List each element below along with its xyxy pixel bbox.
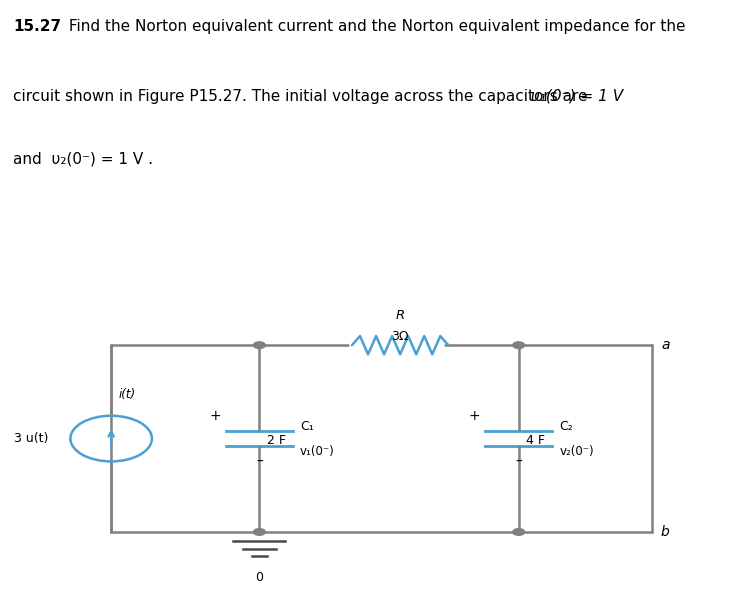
Text: b: b: [661, 525, 670, 539]
Text: +: +: [209, 409, 221, 423]
Text: 4 F: 4 F: [526, 434, 545, 447]
Text: C₂: C₂: [559, 419, 574, 432]
Text: Find the Norton equivalent current and the Norton equivalent impedance for the: Find the Norton equivalent current and t…: [64, 18, 685, 34]
Text: –: –: [515, 454, 522, 469]
Text: Figure  P15.27: Figure P15.27: [13, 249, 150, 268]
Text: v₁(0⁻): v₁(0⁻): [300, 445, 335, 458]
Text: 15.27: 15.27: [13, 18, 62, 34]
Text: 2 F: 2 F: [267, 434, 286, 447]
Circle shape: [253, 342, 265, 349]
Circle shape: [253, 529, 265, 535]
Text: C₁: C₁: [300, 419, 314, 432]
Text: v₂(0⁻): v₂(0⁻): [559, 445, 594, 458]
Text: a: a: [661, 338, 669, 352]
Text: 3Ω: 3Ω: [391, 330, 409, 343]
Text: υ₁(0⁻) = 1 V: υ₁(0⁻) = 1 V: [526, 89, 623, 104]
Text: and  υ₂(0⁻) = 1 V .: and υ₂(0⁻) = 1 V .: [13, 152, 153, 167]
Text: 0: 0: [256, 571, 263, 584]
Circle shape: [513, 529, 525, 535]
Text: i(t): i(t): [119, 388, 136, 401]
Circle shape: [513, 342, 525, 349]
Text: +: +: [468, 409, 480, 423]
Text: 3 u(t): 3 u(t): [14, 432, 48, 445]
Text: R: R: [396, 309, 405, 322]
Text: circuit shown in Figure P15.27. The initial voltage across the capacitors are: circuit shown in Figure P15.27. The init…: [13, 89, 588, 104]
Text: –: –: [256, 454, 263, 469]
